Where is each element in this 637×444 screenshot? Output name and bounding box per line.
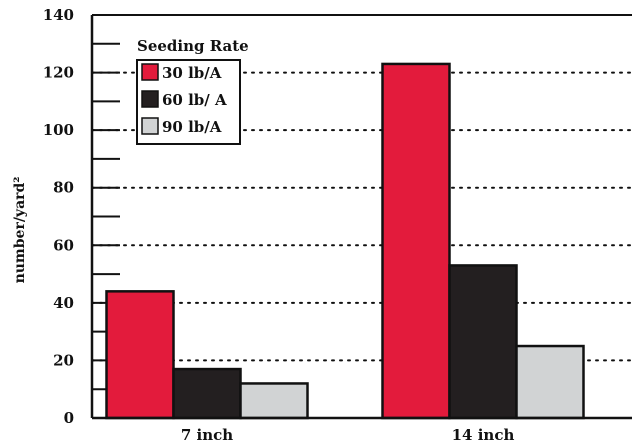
y-tick-label: 140 [43, 6, 74, 24]
y-tick-label: 20 [53, 351, 74, 369]
x-tick-label: 14 inch [452, 426, 515, 444]
bar [105, 290, 175, 420]
y-tick-label: 120 [43, 64, 74, 82]
x-tick-label: 7 inch [181, 426, 233, 444]
legend-label: 90 lb/A [162, 118, 222, 136]
y-tick-label: 80 [53, 179, 74, 197]
legend-items: 30 lb/A 60 lb/ A 90 lb/A [141, 63, 227, 136]
grid [91, 14, 633, 362]
legend-swatch [141, 117, 159, 135]
bar [515, 344, 585, 420]
bars [105, 62, 585, 420]
legend-swatch [141, 90, 159, 108]
legend: Seeding Rate 30 lb/A 60 lb/ A 90 lb/A [136, 37, 249, 145]
legend-swatch [141, 63, 159, 81]
y-axis: 0 20 40 60 80 100 120 140 [43, 6, 120, 427]
y-axis-label: number/yard² [12, 177, 28, 284]
y-tick-label: 40 [53, 294, 74, 312]
bar [448, 264, 518, 420]
bar [239, 382, 309, 420]
bar [172, 367, 242, 420]
legend-label: 30 lb/A [162, 64, 222, 82]
legend-title: Seeding Rate [137, 37, 249, 55]
bar [381, 62, 451, 420]
y-tick-label: 0 [64, 409, 74, 427]
y-tick-label: 60 [53, 236, 74, 254]
x-axis: 7 inch 14 inch [92, 416, 632, 444]
y-tick-label: 100 [43, 121, 74, 139]
legend-label: 60 lb/ A [162, 91, 227, 109]
